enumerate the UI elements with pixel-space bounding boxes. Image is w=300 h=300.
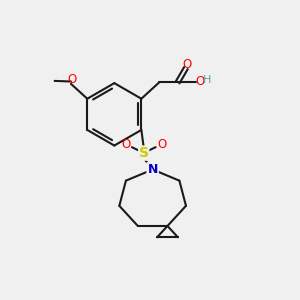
Text: O: O: [157, 138, 166, 151]
Text: H: H: [203, 75, 212, 85]
Text: N: N: [148, 163, 158, 176]
Text: O: O: [67, 73, 76, 86]
Text: O: O: [195, 75, 204, 88]
Text: O: O: [121, 138, 130, 151]
Text: N: N: [148, 163, 158, 176]
Text: O: O: [183, 58, 192, 71]
Text: S: S: [139, 146, 149, 160]
